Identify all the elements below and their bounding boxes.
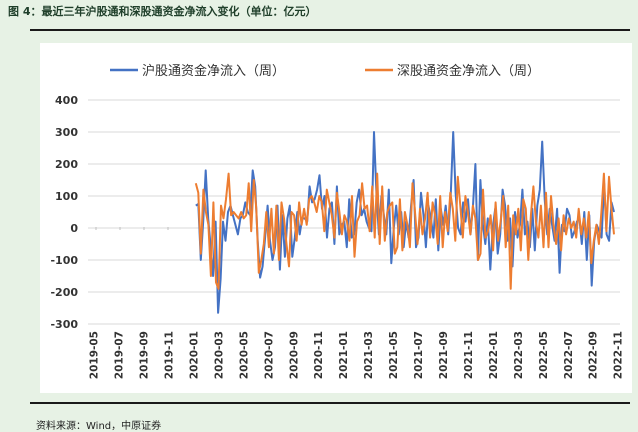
x-tick-label: 2022-11 xyxy=(613,331,625,379)
x-tick-label: 2022-05 xyxy=(538,331,550,379)
x-tick-label: 2021-09 xyxy=(438,331,450,379)
x-tick-label: 2020-03 xyxy=(213,331,225,379)
x-tick-label: 2019-11 xyxy=(164,331,176,379)
y-tick-label: 0 xyxy=(70,222,78,235)
legend-label: 深股通资金净流入（周） xyxy=(397,63,540,79)
x-tick-label: 2022-03 xyxy=(513,331,525,379)
x-tick-label: 2022-09 xyxy=(588,331,600,379)
figure-header: 图 4：最近三年沪股通和深股通资金净流入变化（单位：亿元） xyxy=(0,0,638,22)
source-note: 资料来源：Wind，中原证券 xyxy=(36,421,162,432)
top-rule xyxy=(30,29,630,31)
x-tick-label: 2020-05 xyxy=(238,331,250,379)
y-tick-label: -200 xyxy=(50,286,78,299)
line-chart: 400 300 200 100 0 -100 -200 -300 2019-05 2019-07 2… xyxy=(50,63,625,379)
y-tick-label: -100 xyxy=(50,254,78,267)
x-tick-label: 2019-09 xyxy=(139,331,151,379)
x-tick-label: 2021-11 xyxy=(463,331,475,379)
x-tick-label: 2022-01 xyxy=(488,331,500,379)
x-tick-label: 2019-07 xyxy=(114,331,126,379)
y-tick-label: 200 xyxy=(55,158,78,171)
bottom-rule xyxy=(30,402,630,404)
y-tick-label: -300 xyxy=(50,318,78,331)
x-tick-label: 2021-05 xyxy=(388,331,400,379)
series-line xyxy=(194,172,615,290)
figure-title: 图 4：最近三年沪股通和深股通资金净流入变化（单位：亿元） xyxy=(8,5,317,18)
x-tick-label: 2020-09 xyxy=(288,331,300,379)
x-tick-label: 2022-07 xyxy=(563,331,575,379)
x-tick-label: 2021-03 xyxy=(363,331,375,379)
x-tick-label: 2021-07 xyxy=(413,331,425,379)
x-tick-label: 2020-07 xyxy=(263,331,275,379)
y-tick-label: 100 xyxy=(55,190,78,203)
y-tick-label: 300 xyxy=(55,126,78,139)
y-tick-label: 400 xyxy=(55,94,78,107)
x-tick-label: 2020-11 xyxy=(313,331,325,379)
legend-label: 沪股通资金净流入（周） xyxy=(142,63,285,79)
x-tick-label: 2021-01 xyxy=(338,331,350,379)
x-tick-label: 2020-01 xyxy=(188,331,200,379)
chart-area: 400 300 200 100 0 -100 -200 -300 2019-05 2019-07 2… xyxy=(40,43,632,393)
x-tick-label: 2019-05 xyxy=(89,331,101,379)
